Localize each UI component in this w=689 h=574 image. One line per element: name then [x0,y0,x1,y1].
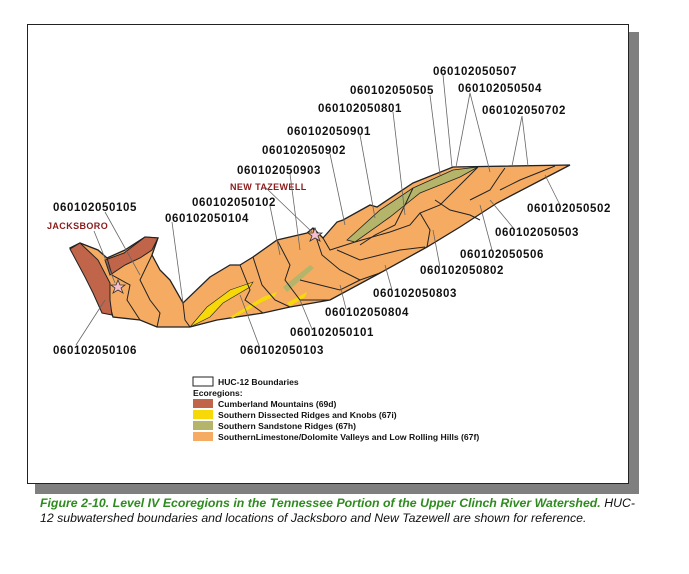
region-dissected-ridges-2 [230,292,277,318]
legend: HUC-12 Boundaries Ecoregions: Cumberland… [192,376,479,442]
jacksboro-star-icon [109,278,127,294]
huc-label: 060102050801 [318,103,402,115]
region-dissected-ridges [189,281,254,328]
region-sandstone-ridges-small [283,265,314,292]
region-cumberland-mountains [69,242,113,316]
huc-boundary-swatch [192,376,214,387]
huc-label: 060102050803 [373,288,457,300]
huc-label: 060102050103 [240,345,324,357]
huc-label: 060102050104 [165,213,249,225]
jacksboro-label: JACKSBORO [47,221,108,231]
huc-label: 060102050106 [53,345,137,357]
huc-label: 060102050506 [460,249,544,261]
figure-title: Figure 2-10. Level IV Ecoregions in the … [40,496,601,510]
region-sandstone-ridges [346,166,479,243]
huc-label: 060102050504 [458,83,542,95]
legend-item-label: Southern Dissected Ridges and Knobs (67i… [218,410,397,420]
legend-boundaries-label: HUC-12 Boundaries [218,377,299,387]
leader-lines [75,74,561,349]
huc-label: 060102050804 [325,307,409,319]
huc-12-boundaries [106,165,556,328]
huc-label: 060102050105 [53,202,137,214]
legend-item-label: Cumberland Mountains (69d) [218,399,337,409]
huc-label: 060102050802 [420,265,504,277]
new-tazewell-label: NEW TAZEWELL [230,182,307,192]
legend-ecoregions-title: Ecoregions: [193,388,243,398]
caption-text: HUC-12 subwatershed boundaries and locat… [40,496,635,525]
huc-label: 060102050702 [482,105,566,117]
legend-swatch-dissected-ridges [193,410,213,419]
region-cumberland-mountains-north [104,236,159,276]
legend-item-label: SouthernLimestone/Dolomite Valleys and L… [218,432,479,442]
huc-label: 060102050902 [262,145,346,157]
huc-labels: 060102050507 060102050505 060102050504 0… [53,66,611,357]
region-dissected-ridges-3 [287,292,307,306]
region-limestone-valleys [69,164,571,328]
huc-label: 060102050507 [433,66,517,78]
legend-swatch-limestone-valleys [193,432,213,441]
new-tazewell-star-icon [306,226,324,242]
legend-item-label: Southern Sandstone Ridges (67h) [218,421,356,431]
huc-label: 060102050502 [527,203,611,215]
legend-swatch-cumberland [193,399,213,408]
huc-label: 060102050505 [350,85,434,97]
huc-label: 060102050503 [495,227,579,239]
legend-swatch-sandstone-ridges [193,421,213,430]
huc-label: 060102050901 [287,126,371,138]
huc-label: 060102050102 [192,197,276,209]
figure-caption: Figure 2-10. Level IV Ecoregions in the … [40,496,635,526]
huc-label: 060102050101 [290,327,374,339]
huc-label: 060102050903 [237,165,321,177]
